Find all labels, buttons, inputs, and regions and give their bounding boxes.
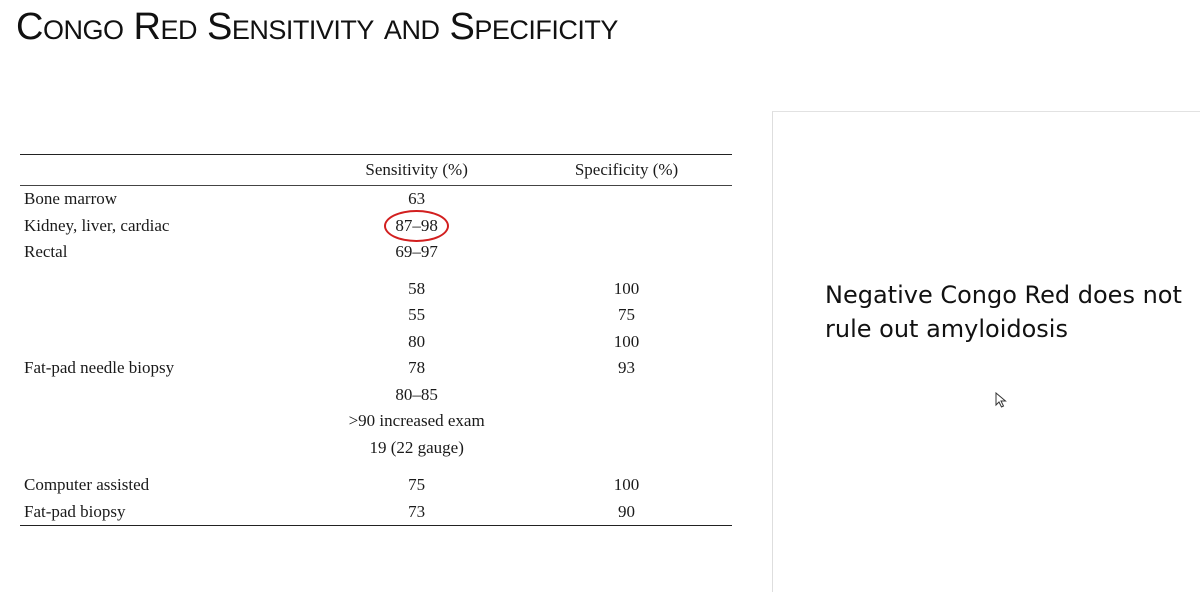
specificity-cell (521, 435, 732, 462)
row-label: Bone marrow (24, 189, 118, 209)
row-label (20, 329, 312, 356)
table-row: 80 100 (20, 329, 732, 356)
sensitivity-cell: 19 (22 gauge) (369, 437, 464, 457)
specificity-cell (521, 239, 732, 266)
table-row: Fat-pad needle biopsy 78 93 (20, 355, 732, 382)
row-label (20, 266, 312, 303)
sensitivity-cell: 75 (408, 475, 426, 495)
specificity-cell: 90 (521, 498, 732, 526)
row-label: Kidney, liver, cardiac (24, 215, 170, 235)
specificity-cell (521, 213, 732, 240)
notes-panel: Negative Congo Red does not rule out amy… (772, 111, 1200, 592)
row-label: Fat-pad needle biopsy (24, 358, 175, 378)
header-site (20, 154, 313, 186)
table-row: Bone marrow 63 (20, 186, 732, 213)
specificity-cell (521, 382, 732, 409)
table-row: Rectal 69–97 (20, 239, 732, 266)
row-label: Fat-pad biopsy (20, 498, 313, 526)
sensitivity-cell: 87–98 (312, 209, 521, 242)
header-sensitivity: Sensitivity (%) (312, 154, 522, 186)
table-header-row: Sensitivity (%) Specificity (%) (20, 154, 732, 186)
table-row: 80–85 (20, 382, 732, 409)
mouse-pointer-icon (995, 392, 1007, 408)
sensitivity-specificity-table: Sensitivity (%) Specificity (%) Bone mar… (20, 154, 732, 526)
table-row: Computer assisted 75 100 (20, 461, 732, 499)
row-label (20, 435, 312, 462)
table-row: 58 100 (20, 266, 732, 303)
row-label: Computer assisted (24, 475, 150, 495)
specificity-cell: 100 (613, 475, 640, 495)
specificity-cell (521, 408, 732, 435)
sensitivity-cell: 73 (312, 498, 522, 526)
row-label (20, 302, 312, 329)
row-label (20, 382, 312, 409)
table-row: >90 increased exam (20, 408, 732, 435)
specificity-cell (521, 186, 732, 213)
sensitivity-cell: 78 (408, 358, 426, 378)
specificity-cell: 100 (613, 278, 640, 298)
sensitivity-cell: 80–85 (395, 384, 438, 404)
sensitivity-cell: >90 increased exam (348, 411, 485, 431)
row-label (20, 408, 312, 435)
specificity-cell: 93 (618, 358, 636, 378)
header-specificity: Specificity (%) (521, 154, 732, 186)
sensitivity-cell: 55 (408, 305, 426, 325)
specificity-cell: 75 (618, 305, 636, 325)
sensitivity-cell: 63 (408, 189, 426, 209)
table-row: 19 (22 gauge) (20, 435, 732, 462)
specificity-cell: 100 (613, 331, 640, 351)
slide-title: Congo Red Sensitivity and Specificity (16, 6, 618, 48)
sensitivity-specificity-table-container: Sensitivity (%) Specificity (%) Bone mar… (20, 154, 732, 526)
sensitivity-cell: 80 (408, 331, 426, 351)
sensitivity-cell: 69–97 (395, 242, 438, 262)
table-row: Fat-pad biopsy 73 90 (20, 498, 732, 526)
sensitivity-cell: 58 (408, 278, 426, 298)
row-label: Rectal (24, 242, 68, 262)
circled-highlight: 87–98 (384, 209, 449, 242)
table-row: Kidney, liver, cardiac 87–98 (20, 209, 732, 242)
table-row: 55 75 (20, 302, 732, 329)
panel-note: Negative Congo Red does not rule out amy… (825, 281, 1182, 343)
